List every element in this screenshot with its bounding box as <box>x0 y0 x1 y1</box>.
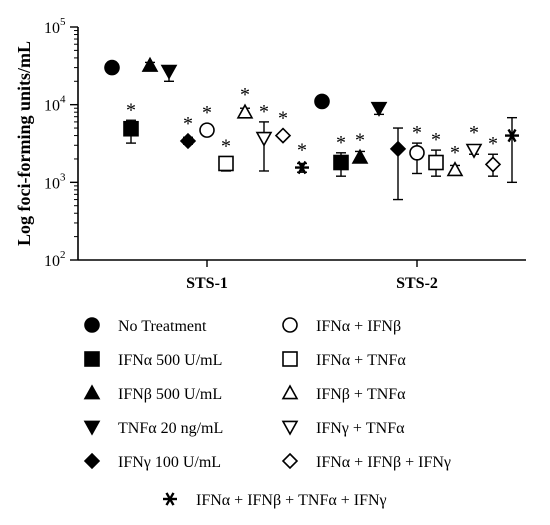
y-tick-label: 104 <box>44 94 66 115</box>
legend-label: TNFα 20 ng/mL <box>118 420 223 437</box>
legend-label: IFNβ 500 U/mL <box>118 386 222 403</box>
significance-star: * <box>183 113 193 135</box>
marker-diamond <box>83 452 101 470</box>
marker-triangle-up <box>83 384 101 400</box>
marker-triangle-up <box>281 384 299 400</box>
y-tick-label: 103 <box>44 171 66 192</box>
legend-label: IFNα + IFNβ + TNFα + IFNγ <box>196 492 387 509</box>
marker-circle <box>314 93 330 110</box>
significance-star: * <box>126 99 136 121</box>
legend-item: IFNα + IFNβ + IFNγ <box>281 452 451 471</box>
legend-item: IFNα 500 U/mL <box>84 351 222 369</box>
legend-label: IFNγ 100 U/mL <box>118 454 221 471</box>
axes: 102 103 104 105 Log foci-forming units/mL STS… <box>14 16 526 292</box>
legend-label: IFNγ + TNFα <box>316 420 405 437</box>
legend-label: IFNα + IFNβ + IFNγ <box>316 454 451 471</box>
marker-diamond <box>484 156 502 173</box>
significance-star: * <box>355 129 365 151</box>
legend-item: IFNα + IFNβ + TNFα + IFNγ <box>163 492 387 509</box>
marker-square <box>218 155 234 172</box>
significance-star: * <box>297 140 307 162</box>
significance-star: * <box>221 135 231 157</box>
x-tick-label: STS-1 <box>186 275 228 292</box>
significance-star: * <box>488 133 498 155</box>
marker-triangle-up <box>446 161 464 177</box>
marker-circle <box>409 145 425 161</box>
legend-item: IFNα + IFNβ <box>282 317 401 335</box>
significance-star: * <box>469 122 479 144</box>
marker-triangle-down <box>255 131 273 147</box>
marker-circle <box>84 317 100 333</box>
significance-star: * <box>278 108 288 130</box>
significance-star: * <box>412 122 422 144</box>
marker-triangle-up <box>141 56 159 72</box>
y-axis-label: Log foci-forming units/mL <box>14 41 34 246</box>
marker-triangle-down <box>160 64 178 80</box>
legend-item: TNFα 20 ng/mL <box>83 420 223 437</box>
marker-asterisk <box>505 128 519 143</box>
marker-triangle-down <box>281 420 299 436</box>
marker-circle <box>199 122 215 138</box>
marker-square <box>282 351 298 367</box>
significance-star: * <box>259 101 269 123</box>
marker-diamond <box>274 127 292 144</box>
legend-label: IFNβ + TNFα <box>316 386 406 403</box>
legend-item: IFNγ + TNFα <box>281 420 405 437</box>
marker-square <box>84 351 100 367</box>
marker-triangle-down <box>465 143 483 159</box>
legend-item: No Treatment <box>84 317 207 335</box>
asterisk-stroke <box>297 160 307 175</box>
marker-triangle-down <box>83 420 101 436</box>
legend-item: IFNγ 100 U/mL <box>83 452 221 471</box>
marker-diamond <box>389 140 407 157</box>
marker-square <box>333 154 349 171</box>
legend-item: IFNβ + TNFα <box>281 384 406 403</box>
marker-circle <box>282 317 298 333</box>
legend-item: IFNβ 500 U/mL <box>83 384 222 403</box>
significance-star: * <box>450 142 460 164</box>
marker-triangle-down <box>370 101 388 117</box>
legend-label: IFNα 500 U/mL <box>118 352 222 369</box>
legend-label: No Treatment <box>118 318 207 335</box>
legend-label: IFNα + IFNβ <box>316 318 401 335</box>
marker-diamond <box>281 452 299 470</box>
marker-asterisk <box>163 492 177 506</box>
legend-item: IFNα + TNFα <box>282 351 406 369</box>
chart-marks: * * * * * * * * * * * * * * * <box>104 56 519 201</box>
marker-triangle-up <box>236 103 254 119</box>
marker-circle <box>104 59 120 76</box>
marker-asterisk <box>295 160 309 175</box>
significance-star: * <box>202 102 212 124</box>
asterisk-stroke <box>165 492 175 506</box>
legend-label: IFNα + TNFα <box>316 352 406 369</box>
x-tick-label: STS-2 <box>396 275 438 292</box>
significance-star: * <box>240 84 250 106</box>
marker-square <box>428 154 444 171</box>
marker-diamond <box>179 132 197 150</box>
asterisk-stroke <box>507 128 517 143</box>
significance-star: * <box>336 132 346 154</box>
y-tick-label: 102 <box>44 249 66 270</box>
significance-star: * <box>431 129 441 151</box>
marker-square <box>123 120 139 137</box>
y-tick-label: 105 <box>44 16 66 37</box>
marker-triangle-up <box>351 148 369 164</box>
legend: No Treatment IFNα 500 U/mL IFNβ 500 U/mL TN… <box>83 317 451 509</box>
